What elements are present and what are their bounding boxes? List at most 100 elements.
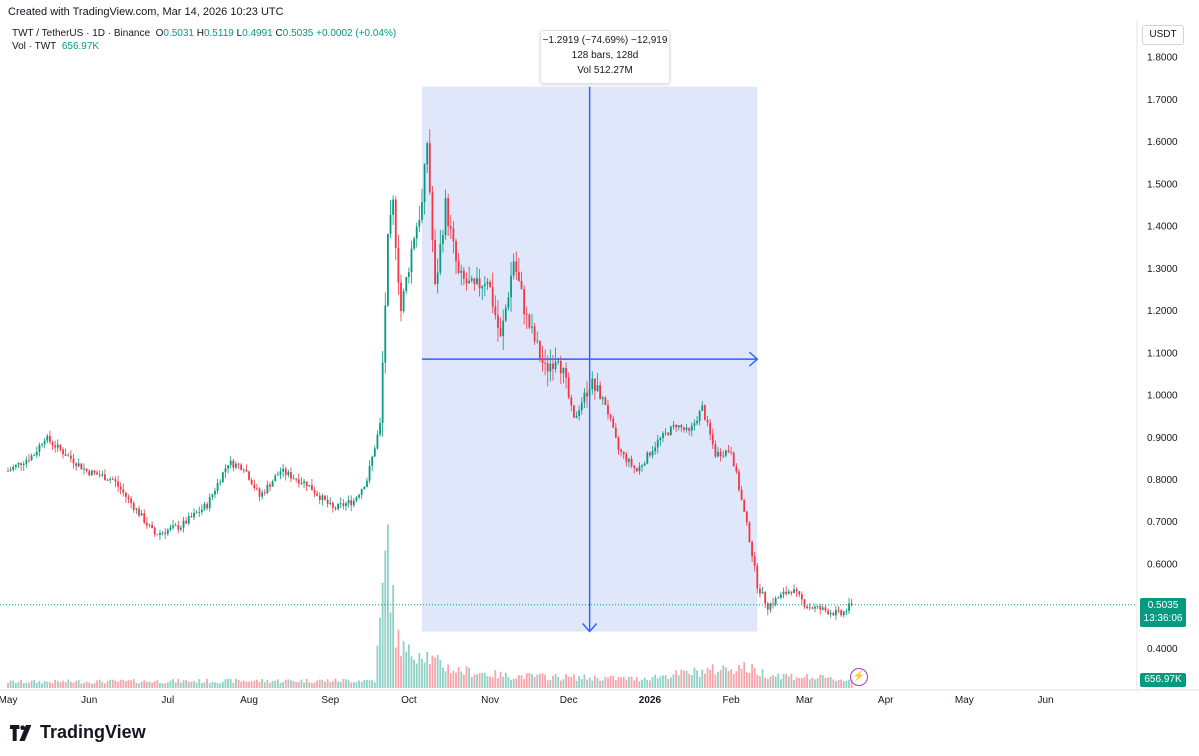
- volume-bar: [515, 678, 518, 688]
- candle-body: [318, 495, 321, 500]
- volume-bar: [274, 680, 277, 688]
- volume-bar: [245, 681, 248, 688]
- candle-body: [43, 440, 46, 445]
- candle-body: [85, 468, 88, 472]
- volume-bar: [575, 680, 578, 688]
- volume-bar: [41, 683, 43, 688]
- candle-body: [599, 385, 602, 400]
- candle-body: [329, 502, 332, 504]
- candle-body: [442, 235, 444, 244]
- volume-bar: [591, 680, 594, 688]
- candle-body: [449, 226, 452, 229]
- volume-bar: [324, 681, 326, 688]
- candle-body: [717, 451, 719, 457]
- volume-bar: [651, 676, 654, 688]
- volume-bar: [821, 675, 824, 688]
- candle-body: [643, 463, 646, 466]
- x-tick-label: Sep: [321, 695, 339, 706]
- volume-bar: [138, 683, 140, 688]
- candle-body: [96, 472, 98, 475]
- volume-bar: [837, 680, 840, 688]
- candle-body: [659, 437, 662, 440]
- volume-bar: [462, 674, 465, 688]
- volume-bar: [177, 679, 180, 688]
- candle-body: [664, 432, 667, 434]
- volume-bar: [96, 680, 98, 688]
- candle-body: [583, 392, 586, 403]
- volume-bar: [347, 679, 350, 688]
- candle-body: [439, 243, 442, 273]
- candle-body: [258, 488, 261, 497]
- volume-bar: [397, 629, 400, 688]
- candle-body: [499, 327, 502, 337]
- candle-body: [748, 522, 751, 542]
- candle-body: [434, 239, 436, 284]
- volume-bar: [538, 673, 541, 688]
- volume-bar: [567, 676, 570, 688]
- candle-body: [418, 220, 421, 227]
- candle-body: [714, 444, 717, 457]
- candle-body: [617, 437, 620, 450]
- candle-body: [269, 484, 271, 487]
- volume-bar: [83, 683, 85, 688]
- candle-body: [387, 233, 389, 306]
- volume-bar: [601, 680, 604, 688]
- volume-bar: [452, 670, 455, 688]
- candle-body: [248, 471, 250, 480]
- volume-bar: [544, 674, 546, 688]
- candle-body: [345, 503, 347, 506]
- candle-body: [827, 610, 829, 615]
- candle-body: [557, 360, 560, 363]
- x-tick-label: Apr: [878, 695, 894, 706]
- volume-bar: [583, 674, 586, 688]
- tradingview-logo: TradingView: [10, 722, 146, 743]
- candle-body: [51, 441, 54, 446]
- volume-bar: [756, 674, 759, 688]
- volume-bar: [483, 672, 486, 688]
- candle-body: [609, 414, 612, 419]
- y-tick-label: 1.1000: [1147, 348, 1178, 359]
- candle-body: [840, 610, 843, 616]
- volume-bar: [164, 683, 167, 688]
- candle-body: [355, 497, 358, 501]
- volume-bar: [431, 655, 434, 688]
- candle-body: [541, 358, 544, 363]
- candle-body: [279, 471, 282, 475]
- volume-bar: [698, 676, 701, 688]
- volume-bar: [284, 679, 287, 688]
- candlestick-series: [7, 129, 853, 621]
- currency-button[interactable]: USDT: [1142, 25, 1184, 45]
- candle-body: [12, 466, 15, 470]
- volume-bar: [659, 676, 662, 688]
- candle-body: [14, 464, 17, 467]
- x-tick-label: Mar: [796, 695, 814, 706]
- candle-body: [780, 594, 782, 598]
- candle-body: [578, 410, 581, 416]
- candle-body: [292, 478, 295, 480]
- volume-bar: [573, 674, 575, 688]
- candle-body: [98, 474, 101, 476]
- volume-bar: [363, 679, 366, 688]
- candle-body: [164, 532, 167, 534]
- volume-bar: [174, 682, 177, 688]
- candle-body: [811, 607, 814, 609]
- volume-bar: [318, 679, 321, 688]
- volume-bar: [486, 675, 489, 688]
- x-tick-label: Nov: [481, 695, 499, 706]
- candle-body: [331, 502, 334, 508]
- candle-body: [190, 516, 193, 518]
- volume-bar: [748, 672, 751, 688]
- measure-volume: Vol 512.27M: [577, 65, 633, 76]
- open-value: 0.5031: [163, 28, 194, 39]
- candle-body: [237, 463, 240, 465]
- volume-bar: [672, 674, 675, 688]
- volume-bar: [646, 679, 649, 688]
- candle-body: [22, 463, 25, 466]
- candle-body: [431, 192, 434, 240]
- candle-body: [127, 496, 130, 499]
- candle-body: [153, 527, 156, 535]
- candle-body: [373, 448, 376, 457]
- volume-bar: [570, 676, 573, 688]
- lightning-icon[interactable]: ⚡: [850, 668, 868, 686]
